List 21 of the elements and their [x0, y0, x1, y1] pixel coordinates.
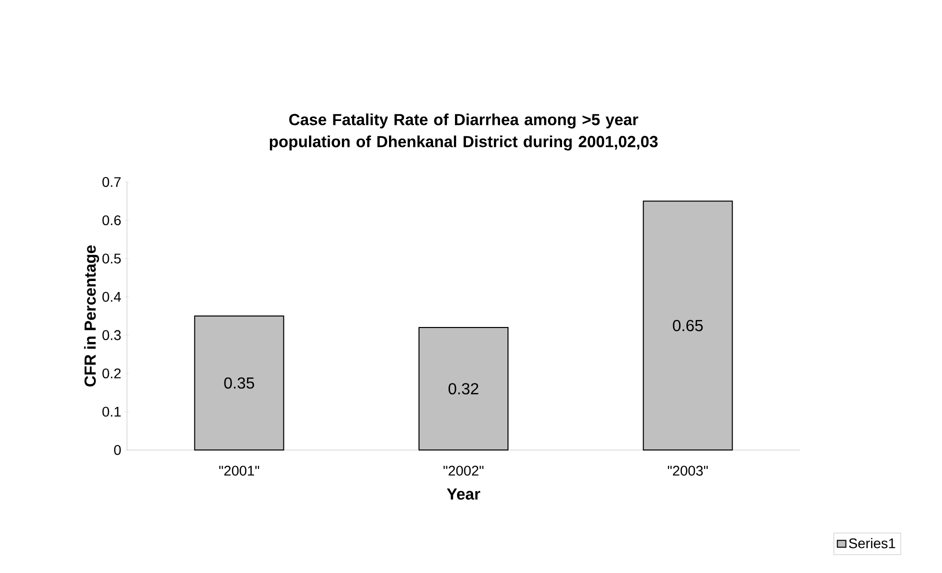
- x-tick-label: "2001": [219, 466, 260, 476]
- x-tick-label: "2002": [444, 466, 484, 476]
- y-tick-label: 0.2: [102, 368, 121, 378]
- bar: [194, 316, 284, 450]
- data-label: 0.65: [672, 320, 703, 332]
- data-label: 0.35: [224, 377, 254, 389]
- y-tick-label: 0.7: [102, 177, 121, 187]
- y-tick-label: 0.6: [102, 215, 121, 226]
- chart-title: Case Fatality Rate of Diarrhea among >5 year population of Dhenkanal District during 2001,02,03: [270, 114, 658, 150]
- x-tick-label: "2003": [668, 466, 708, 476]
- y-tick-label: 0.1: [102, 406, 121, 417]
- legend-label: Series1: [848, 538, 896, 548]
- y-tick-label: 0.5: [102, 254, 121, 264]
- y-axis-title: CFR in Percentage: [84, 245, 100, 386]
- y-tick-label: 0: [114, 445, 121, 455]
- x-axis-title: Year: [446, 488, 480, 500]
- y-tick-label: 0.4: [102, 292, 121, 302]
- bar: [642, 200, 733, 450]
- y-tick-label: 0.3: [102, 330, 121, 340]
- bar: [418, 326, 509, 450]
- data-label: 0.32: [448, 383, 478, 394]
